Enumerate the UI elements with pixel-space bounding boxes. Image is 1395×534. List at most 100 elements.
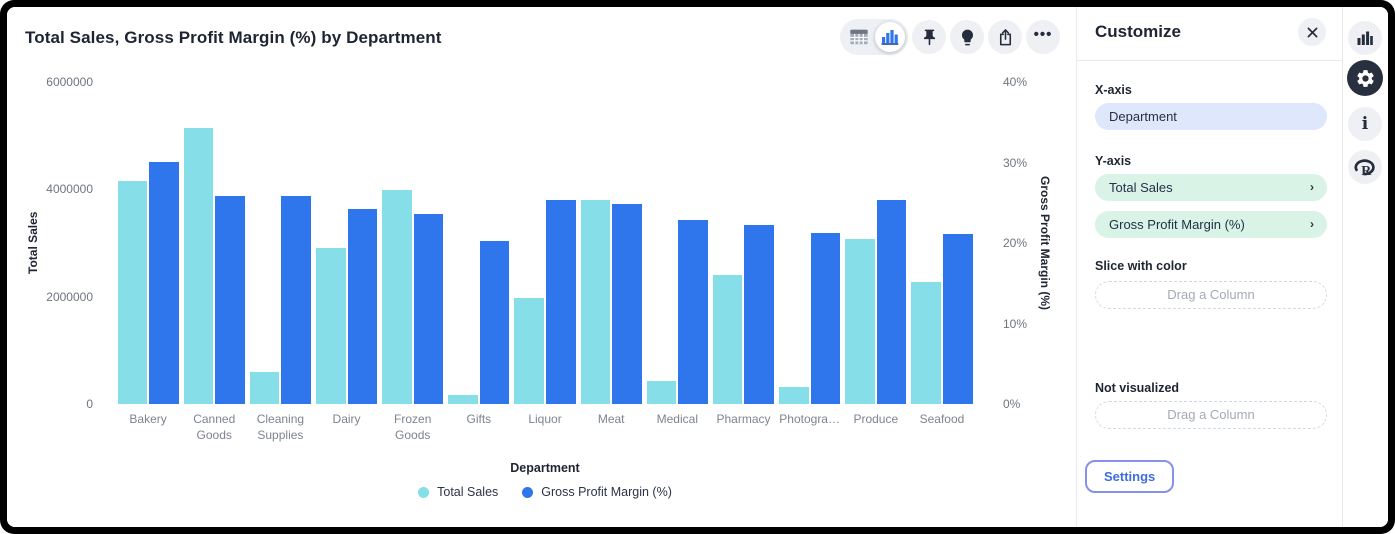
chart-view-button[interactable] (875, 22, 905, 52)
slice-section-label: Slice with color (1095, 259, 1187, 273)
bar-chart-view-icon (881, 30, 899, 45)
y-axis-section-label: Y-axis (1095, 154, 1132, 168)
r-language-tab-button[interactable]: R (1348, 150, 1382, 184)
bar-gross-profit-margin[interactable] (744, 224, 775, 404)
bar-total-sales[interactable] (249, 371, 280, 404)
bar-group-gifts (446, 82, 512, 404)
bar-group-canned-goods (181, 82, 247, 404)
close-panel-button[interactable] (1298, 18, 1326, 46)
app-surface: Total Sales, Gross Profit Margin (%) by … (7, 7, 1388, 527)
bar-gross-profit-margin[interactable] (810, 232, 841, 404)
bar-total-sales[interactable] (117, 181, 148, 404)
not-visualized-dropzone[interactable]: Drag a Column (1095, 401, 1327, 429)
category-label: Dairy (332, 412, 361, 426)
pin-button[interactable] (912, 20, 946, 54)
share-button[interactable] (988, 20, 1022, 54)
category-label: Frozen Goods (394, 412, 432, 442)
customize-panel: Customize X-axis Department Y-axis Total… (1077, 7, 1343, 527)
bar-gross-profit-margin[interactable] (215, 195, 245, 404)
category-label: Seafood (919, 412, 965, 426)
plot-area (115, 82, 975, 404)
legend-item[interactable]: Gross Profit Margin (%) (522, 485, 672, 499)
gear-icon (1356, 69, 1374, 87)
bar-group-meat (578, 82, 644, 404)
bar-gross-profit-margin[interactable] (413, 214, 444, 404)
axis-tick-label: 10% (1003, 316, 1028, 331)
bar-total-sales[interactable] (183, 127, 214, 404)
not-visualized-section-label: Not visualized (1095, 381, 1180, 395)
bar-total-sales[interactable] (580, 199, 611, 404)
bar-gross-profit-margin[interactable] (612, 204, 642, 404)
legend-item[interactable]: Total Sales (418, 485, 498, 499)
right-axis-ticks: 0% 10% 20% 30% 40% (995, 76, 1055, 410)
settings-button[interactable]: Settings (1085, 460, 1175, 493)
bar-gross-profit-margin[interactable] (149, 161, 179, 404)
bar-gross-profit-margin[interactable] (347, 209, 378, 404)
panel-divider (1077, 60, 1342, 61)
left-axis-ticks: 0 2000000 4000000 6000000 (7, 76, 103, 410)
pin-icon (923, 29, 935, 45)
info-icon: i (1361, 114, 1369, 134)
axis-tick-label: 20% (1003, 236, 1028, 250)
bar-group-bakery (115, 82, 181, 404)
axis-tick-label: 2000000 (46, 289, 93, 304)
bar-total-sales[interactable] (779, 386, 809, 404)
bar-total-sales[interactable] (448, 394, 478, 404)
bar-total-sales[interactable] (646, 381, 677, 404)
bar-gross-profit-margin[interactable] (479, 241, 510, 404)
chevron-right-icon[interactable]: › (1310, 180, 1314, 194)
category-label: Produce (853, 412, 899, 426)
bar-total-sales[interactable] (315, 248, 346, 404)
axis-tick-label: 40% (1003, 75, 1028, 89)
bar-total-sales[interactable] (845, 239, 875, 404)
customize-panel-title: Customize (1095, 22, 1181, 41)
bar-gross-profit-margin[interactable] (942, 234, 973, 404)
axis-tick-label: 4000000 (46, 182, 93, 197)
view-toggle[interactable] (840, 19, 908, 55)
bar-total-sales[interactable] (514, 297, 545, 404)
axis-tick-label: 6000000 (46, 75, 93, 89)
category-label: Bakery (129, 412, 167, 426)
table-view-icon[interactable] (847, 27, 871, 47)
bar-chart-icon (1357, 31, 1373, 45)
chart-tab-button[interactable] (1348, 21, 1382, 55)
chart-title: Total Sales, Gross Profit Margin (%) by … (25, 28, 442, 47)
legend-label: Total Sales (437, 485, 499, 499)
bar-group-produce (843, 82, 909, 404)
category-label: Pharmacy (716, 412, 771, 426)
category-label: Liquor (528, 412, 562, 426)
right-axis-title: Gross Profit Margin (%) (1038, 175, 1052, 310)
info-tab-button[interactable]: i (1348, 107, 1382, 141)
ellipsis-icon: ••• (1033, 25, 1053, 43)
cell-icon-rail: i R (1343, 7, 1388, 527)
y-axis-pill-label: Total Sales (1109, 180, 1173, 195)
share-icon (999, 28, 1011, 45)
bar-group-frozen-goods (380, 82, 446, 404)
svg-text:R: R (1361, 163, 1372, 178)
bar-total-sales[interactable] (712, 274, 743, 404)
bar-group-photogra- (777, 82, 843, 404)
category-labels: Bakery Canned Goods Cleaning Supplies Dairy… (115, 412, 975, 443)
bar-total-sales[interactable] (382, 190, 412, 404)
bar-gross-profit-margin[interactable] (281, 196, 311, 404)
bar-gross-profit-margin[interactable] (546, 199, 576, 404)
x-axis-section-label: X-axis (1095, 83, 1132, 97)
bar-group-cleaning-supplies (247, 82, 313, 404)
axis-tick-label: 0 (86, 397, 93, 411)
bar-total-sales[interactable] (911, 282, 941, 404)
axis-tick-label: 0% (1003, 397, 1021, 411)
category-label: Gifts (466, 412, 492, 426)
bar-gross-profit-margin[interactable] (876, 200, 907, 404)
x-axis-title: Department (510, 461, 580, 475)
bar-gross-profit-margin[interactable] (678, 219, 708, 404)
settings-tab-button[interactable] (1347, 60, 1383, 96)
y-axis-column-pill[interactable]: Gross Profit Margin (%) › (1095, 211, 1327, 238)
slice-dropzone[interactable]: Drag a Column (1095, 281, 1327, 309)
x-axis-column-pill[interactable]: Department (1095, 103, 1327, 130)
more-options-button[interactable]: ••• (1026, 20, 1060, 54)
y-axis-column-pill[interactable]: Total Sales › (1095, 174, 1327, 201)
lightbulb-icon (961, 29, 973, 45)
chart-cell: Total Sales, Gross Profit Margin (%) by … (7, 7, 1077, 527)
lightbulb-button[interactable] (950, 20, 984, 54)
chevron-right-icon[interactable]: › (1310, 217, 1314, 231)
